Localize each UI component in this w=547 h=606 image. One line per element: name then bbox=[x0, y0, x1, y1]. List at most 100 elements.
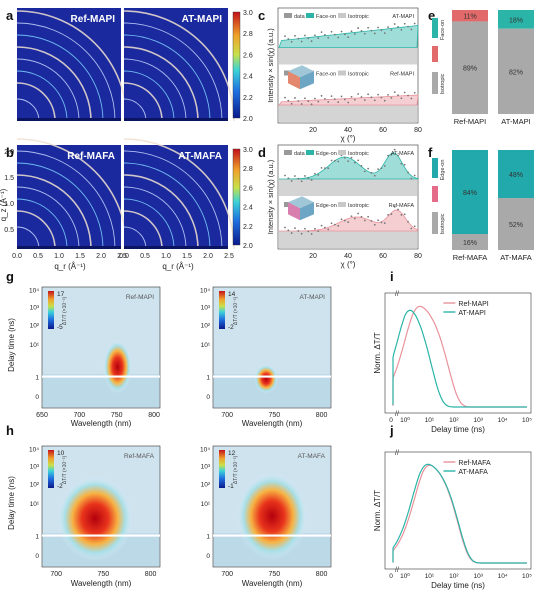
diffraction-ring bbox=[123, 10, 235, 122]
data-point bbox=[383, 222, 386, 225]
data-point bbox=[314, 97, 316, 100]
diffraction-ring bbox=[123, 174, 199, 250]
y-tick-label: 2.0 bbox=[4, 149, 14, 156]
diffraction-ring bbox=[16, 198, 68, 250]
data-point bbox=[403, 91, 406, 94]
category-label: AT-MAFA bbox=[500, 253, 532, 262]
isotropic-fill bbox=[279, 47, 417, 65]
data-point bbox=[324, 97, 326, 100]
legend-swatch bbox=[306, 13, 314, 18]
y-tick-label: 10² bbox=[30, 482, 40, 489]
signal-blob bbox=[57, 476, 133, 561]
chi-profile-panels: data Face-on Isotropic AT-MAPI data Face-on Is… bbox=[266, 7, 422, 269]
bar-segment-face-on bbox=[452, 10, 488, 22]
colorbar-b: 3.0 2.8 2.6 2.4 2.2 2.0 bbox=[232, 147, 253, 250]
x-tick-label: 20 bbox=[309, 127, 317, 134]
x-tick-label: 1.5 bbox=[75, 253, 85, 260]
colorbar-label: ΔT/T (×10⁻³) bbox=[62, 456, 68, 485]
data-point bbox=[330, 222, 333, 225]
data-point bbox=[327, 167, 330, 170]
legend-swatch bbox=[284, 150, 292, 155]
giwaxs-background bbox=[124, 8, 228, 121]
data-point bbox=[324, 34, 326, 36]
data-point bbox=[363, 219, 366, 222]
data-point bbox=[367, 167, 370, 170]
data-point bbox=[300, 232, 303, 235]
data-point bbox=[397, 25, 399, 28]
diffraction-ring bbox=[16, 98, 40, 122]
cube-right bbox=[300, 202, 314, 221]
y-tick-label: 10⁴ bbox=[29, 446, 39, 453]
data-point bbox=[393, 148, 396, 151]
giwaxs-image-a1: Ref-MAPI bbox=[16, 8, 128, 122]
legend-label: Edge-on bbox=[440, 160, 446, 181]
x-tick-label: 10⁴ bbox=[498, 573, 508, 580]
data-point bbox=[330, 30, 333, 33]
y-tick-label: 0 bbox=[206, 394, 210, 401]
bar-segment-isotropic bbox=[498, 198, 534, 250]
data-point bbox=[407, 25, 409, 28]
x-tick-label: 60 bbox=[379, 127, 387, 134]
data-point bbox=[377, 168, 379, 171]
ta-map-g2: 14 -2ΔT/T (×10⁻³) AT-MAPI 700 750 800 bbox=[212, 286, 332, 419]
data-point bbox=[383, 99, 386, 102]
data-point bbox=[320, 31, 323, 34]
giwaxs-b-axes: 2.01.51.00.5q_z (Å⁻¹)0.0 0.5 1.0 1.5 2.0 2.50… bbox=[0, 149, 234, 271]
legend-swatch bbox=[432, 186, 438, 202]
bar-segment-isotropic bbox=[452, 234, 488, 250]
legend-label: AT-MAFA bbox=[458, 469, 488, 476]
ta-map-h1: 10 -2ΔT/T (×10⁻³) Ref-MAFA 700 750 800 bbox=[41, 445, 161, 578]
data-point bbox=[300, 103, 303, 105]
diffraction-ring bbox=[16, 82, 56, 122]
data-point bbox=[360, 96, 363, 98]
ta-map-g1: 17 -5ΔT/T (×10⁻³) Ref-MAPI 650 700 750 800 bbox=[36, 286, 161, 419]
signal-blob bbox=[103, 340, 132, 394]
bar-panel-f: 84% 16% Ref-MAFA 48% 52% AT-MAFA Edge-on Isotro… bbox=[432, 150, 534, 262]
y-tick-label: 10³ bbox=[30, 304, 40, 311]
data-point bbox=[294, 227, 296, 230]
x-axis-label: χ (°) bbox=[341, 134, 356, 143]
bar-panel-e: 11% 89% Ref-MAPI 18% 82% AT-MAPI Face-on Isotro… bbox=[432, 10, 534, 126]
x-axis-label: Delay time (ns) bbox=[431, 425, 485, 434]
y-tick-label: 1.0 bbox=[4, 201, 14, 208]
series-line-at-mapi bbox=[392, 309, 527, 408]
panel-letter-i: i bbox=[390, 269, 394, 284]
diffraction-ring bbox=[16, 58, 80, 122]
axis-break-mark: // bbox=[395, 291, 399, 298]
data-point bbox=[390, 153, 393, 156]
data-point bbox=[320, 94, 323, 97]
legend-label: Ref-MAFA bbox=[458, 460, 491, 467]
diffraction-ring bbox=[16, 46, 92, 122]
data-point bbox=[327, 36, 330, 39]
data-point bbox=[324, 226, 326, 229]
data-point bbox=[304, 34, 306, 37]
data-point bbox=[327, 100, 330, 103]
bar-segment-isotropic bbox=[452, 21, 488, 114]
legend-label: Face-on bbox=[316, 14, 336, 20]
colorbar-gradient bbox=[48, 450, 54, 488]
data-point bbox=[304, 227, 306, 230]
data-point bbox=[294, 97, 296, 99]
colorbar-tick: 2.6 bbox=[243, 185, 253, 192]
x-tick-label: 80 bbox=[414, 253, 422, 260]
legend: Face-on Isotropic bbox=[432, 18, 446, 94]
x-axis-label-h2: Wavelength (nm) bbox=[242, 579, 303, 588]
legend-swatch bbox=[432, 158, 438, 178]
legend-swatch bbox=[432, 72, 438, 94]
data-point bbox=[297, 100, 300, 102]
data-point bbox=[290, 232, 293, 234]
data-point bbox=[360, 30, 363, 32]
x-tick-label: 10² bbox=[449, 573, 459, 580]
colorbar-min: -2 bbox=[57, 483, 63, 490]
isotropic-fill bbox=[279, 231, 417, 248]
colorbar-max: 17 bbox=[57, 291, 65, 298]
x-axis-label-right: q_r (Å⁻¹) bbox=[162, 262, 194, 271]
x-tick-label: 700 bbox=[50, 571, 62, 578]
data-point bbox=[390, 29, 393, 31]
colorbar-gradient bbox=[232, 148, 241, 246]
data-point bbox=[393, 205, 396, 208]
legend-label: Isotropic bbox=[348, 14, 369, 20]
panel-letter-f: f bbox=[428, 145, 433, 160]
data-point bbox=[413, 174, 416, 177]
data-point bbox=[360, 165, 363, 167]
